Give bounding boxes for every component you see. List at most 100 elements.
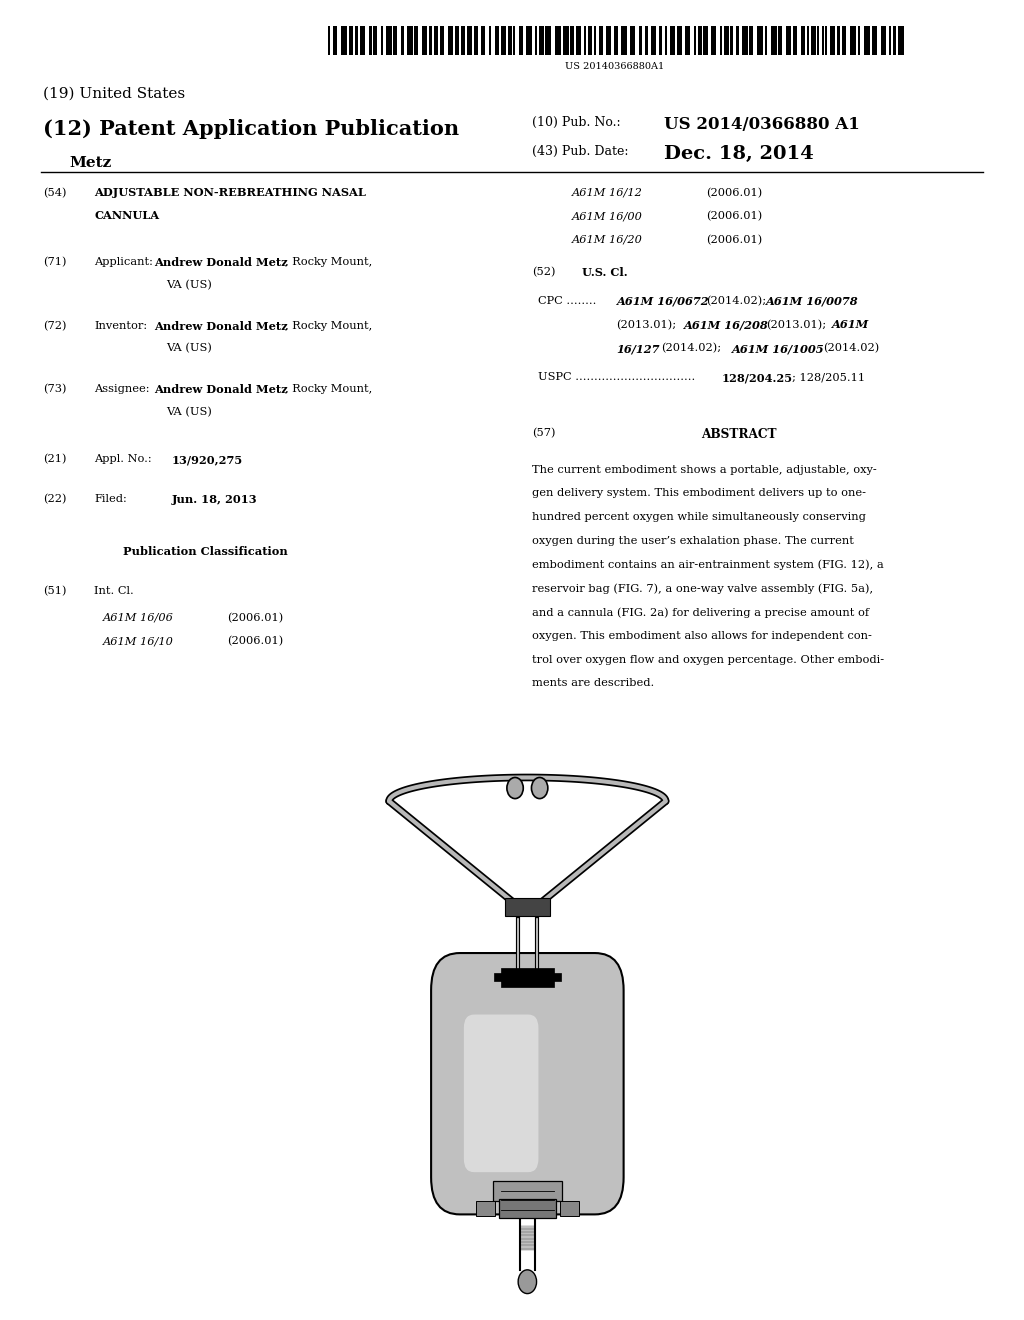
Bar [694,26,696,55]
Bar [606,26,611,55]
Bar [599,26,602,55]
Text: ; 128/205.11: ; 128/205.11 [792,372,864,383]
Bar [842,26,847,55]
Text: Publication Classification: Publication Classification [123,546,288,557]
Bar [513,26,515,55]
FancyBboxPatch shape [464,1015,539,1172]
Bar [501,968,554,987]
Bar [666,26,668,55]
Text: USPC ................................: USPC ................................ [538,372,695,383]
Bar [447,26,453,55]
Text: 13/920,275: 13/920,275 [172,454,243,465]
Bar [494,973,561,981]
Bar [749,26,754,55]
Text: VA (US): VA (US) [166,407,212,417]
Text: (73): (73) [43,384,67,395]
Text: ADJUSTABLE NON-REBREATHING NASAL: ADJUSTABLE NON-REBREATHING NASAL [94,187,367,198]
Bar [858,26,860,55]
Bar [488,26,492,55]
FancyBboxPatch shape [431,953,624,1214]
Text: (71): (71) [43,257,67,268]
Text: US 20140366880A1: US 20140366880A1 [565,62,664,71]
Text: Dec. 18, 2014: Dec. 18, 2014 [664,145,813,164]
Text: Appl. No.:: Appl. No.: [94,454,152,465]
Text: and a cannula (FIG. 2a) for delivering a precise amount of: and a cannula (FIG. 2a) for delivering a… [532,607,869,618]
Bar [476,1201,495,1216]
Bar [455,26,459,55]
Bar [526,26,531,55]
Text: VA (US): VA (US) [166,343,212,354]
Bar [589,26,592,55]
Bar [540,26,544,55]
Text: (2006.01): (2006.01) [227,636,284,647]
Bar [736,26,739,55]
Bar [825,26,827,55]
Circle shape [507,777,523,799]
Text: A61M 16/208: A61M 16/208 [684,319,769,330]
Text: (43) Pub. Date:: (43) Pub. Date: [532,145,629,158]
Bar [341,26,346,55]
Text: (2006.01): (2006.01) [707,211,763,222]
Text: (22): (22) [43,494,67,504]
Bar [651,26,656,55]
Bar [889,26,892,55]
Bar [821,26,824,55]
Bar [467,26,472,55]
Text: A61M: A61M [831,319,868,330]
Bar [577,26,582,55]
Bar [771,26,777,55]
Bar [757,26,763,55]
Text: (2014.02);: (2014.02); [707,296,767,306]
Bar [495,26,499,55]
Bar [898,26,903,55]
Bar [560,1201,579,1216]
Bar [807,26,809,55]
Text: A61M 16/10: A61M 16/10 [102,636,173,647]
Text: Int. Cl.: Int. Cl. [94,586,134,597]
Bar [563,26,569,55]
Bar [893,26,896,55]
Bar [570,26,573,55]
Bar [720,26,723,55]
Text: (51): (51) [43,586,67,597]
Text: Applicant:: Applicant: [94,257,153,268]
Text: (12) Patent Application Publication: (12) Patent Application Publication [43,119,459,139]
Text: Andrew Donald Metz: Andrew Donald Metz [154,321,287,331]
Text: A61M 16/1005: A61M 16/1005 [732,343,824,354]
Bar [670,26,675,55]
Bar [493,1181,562,1201]
Text: (10) Pub. No.:: (10) Pub. No.: [532,116,622,129]
Bar [584,26,587,55]
Text: 16/127: 16/127 [616,343,659,354]
Bar [501,26,506,55]
Text: trol over oxygen flow and oxygen percentage. Other embodi-: trol over oxygen flow and oxygen percent… [532,655,885,665]
Bar [639,26,641,55]
Text: embodiment contains an air-entrainment system (FIG. 12), a: embodiment contains an air-entrainment s… [532,560,885,570]
Text: gen delivery system. This embodiment delivers up to one-: gen delivery system. This embodiment del… [532,488,866,499]
Bar [535,26,538,55]
Text: Filed:: Filed: [94,494,127,504]
Text: A61M 16/0078: A61M 16/0078 [766,296,858,306]
Bar [622,26,627,55]
Bar [614,26,617,55]
Bar [698,26,702,55]
Text: (57): (57) [532,428,556,438]
Text: , Rocky Mount,: , Rocky Mount, [285,321,372,331]
Text: A61M 16/00: A61M 16/00 [571,211,642,222]
Bar [481,26,484,55]
Bar [677,26,682,55]
Bar [801,26,805,55]
Text: oxygen during the user’s exhalation phase. The current: oxygen during the user’s exhalation phas… [532,536,854,546]
Text: (2014.02);: (2014.02); [662,343,722,354]
Bar [785,26,791,55]
Text: (19) United States: (19) United States [43,87,185,102]
Bar [594,26,596,55]
Bar [422,26,427,55]
Bar [360,26,366,55]
Text: US 2014/0366880 A1: US 2014/0366880 A1 [664,116,859,133]
Text: A61M 16/20: A61M 16/20 [571,235,642,246]
Text: (2006.01): (2006.01) [707,235,763,246]
Text: VA (US): VA (US) [166,280,212,290]
Bar [742,26,748,55]
Bar [386,26,392,55]
